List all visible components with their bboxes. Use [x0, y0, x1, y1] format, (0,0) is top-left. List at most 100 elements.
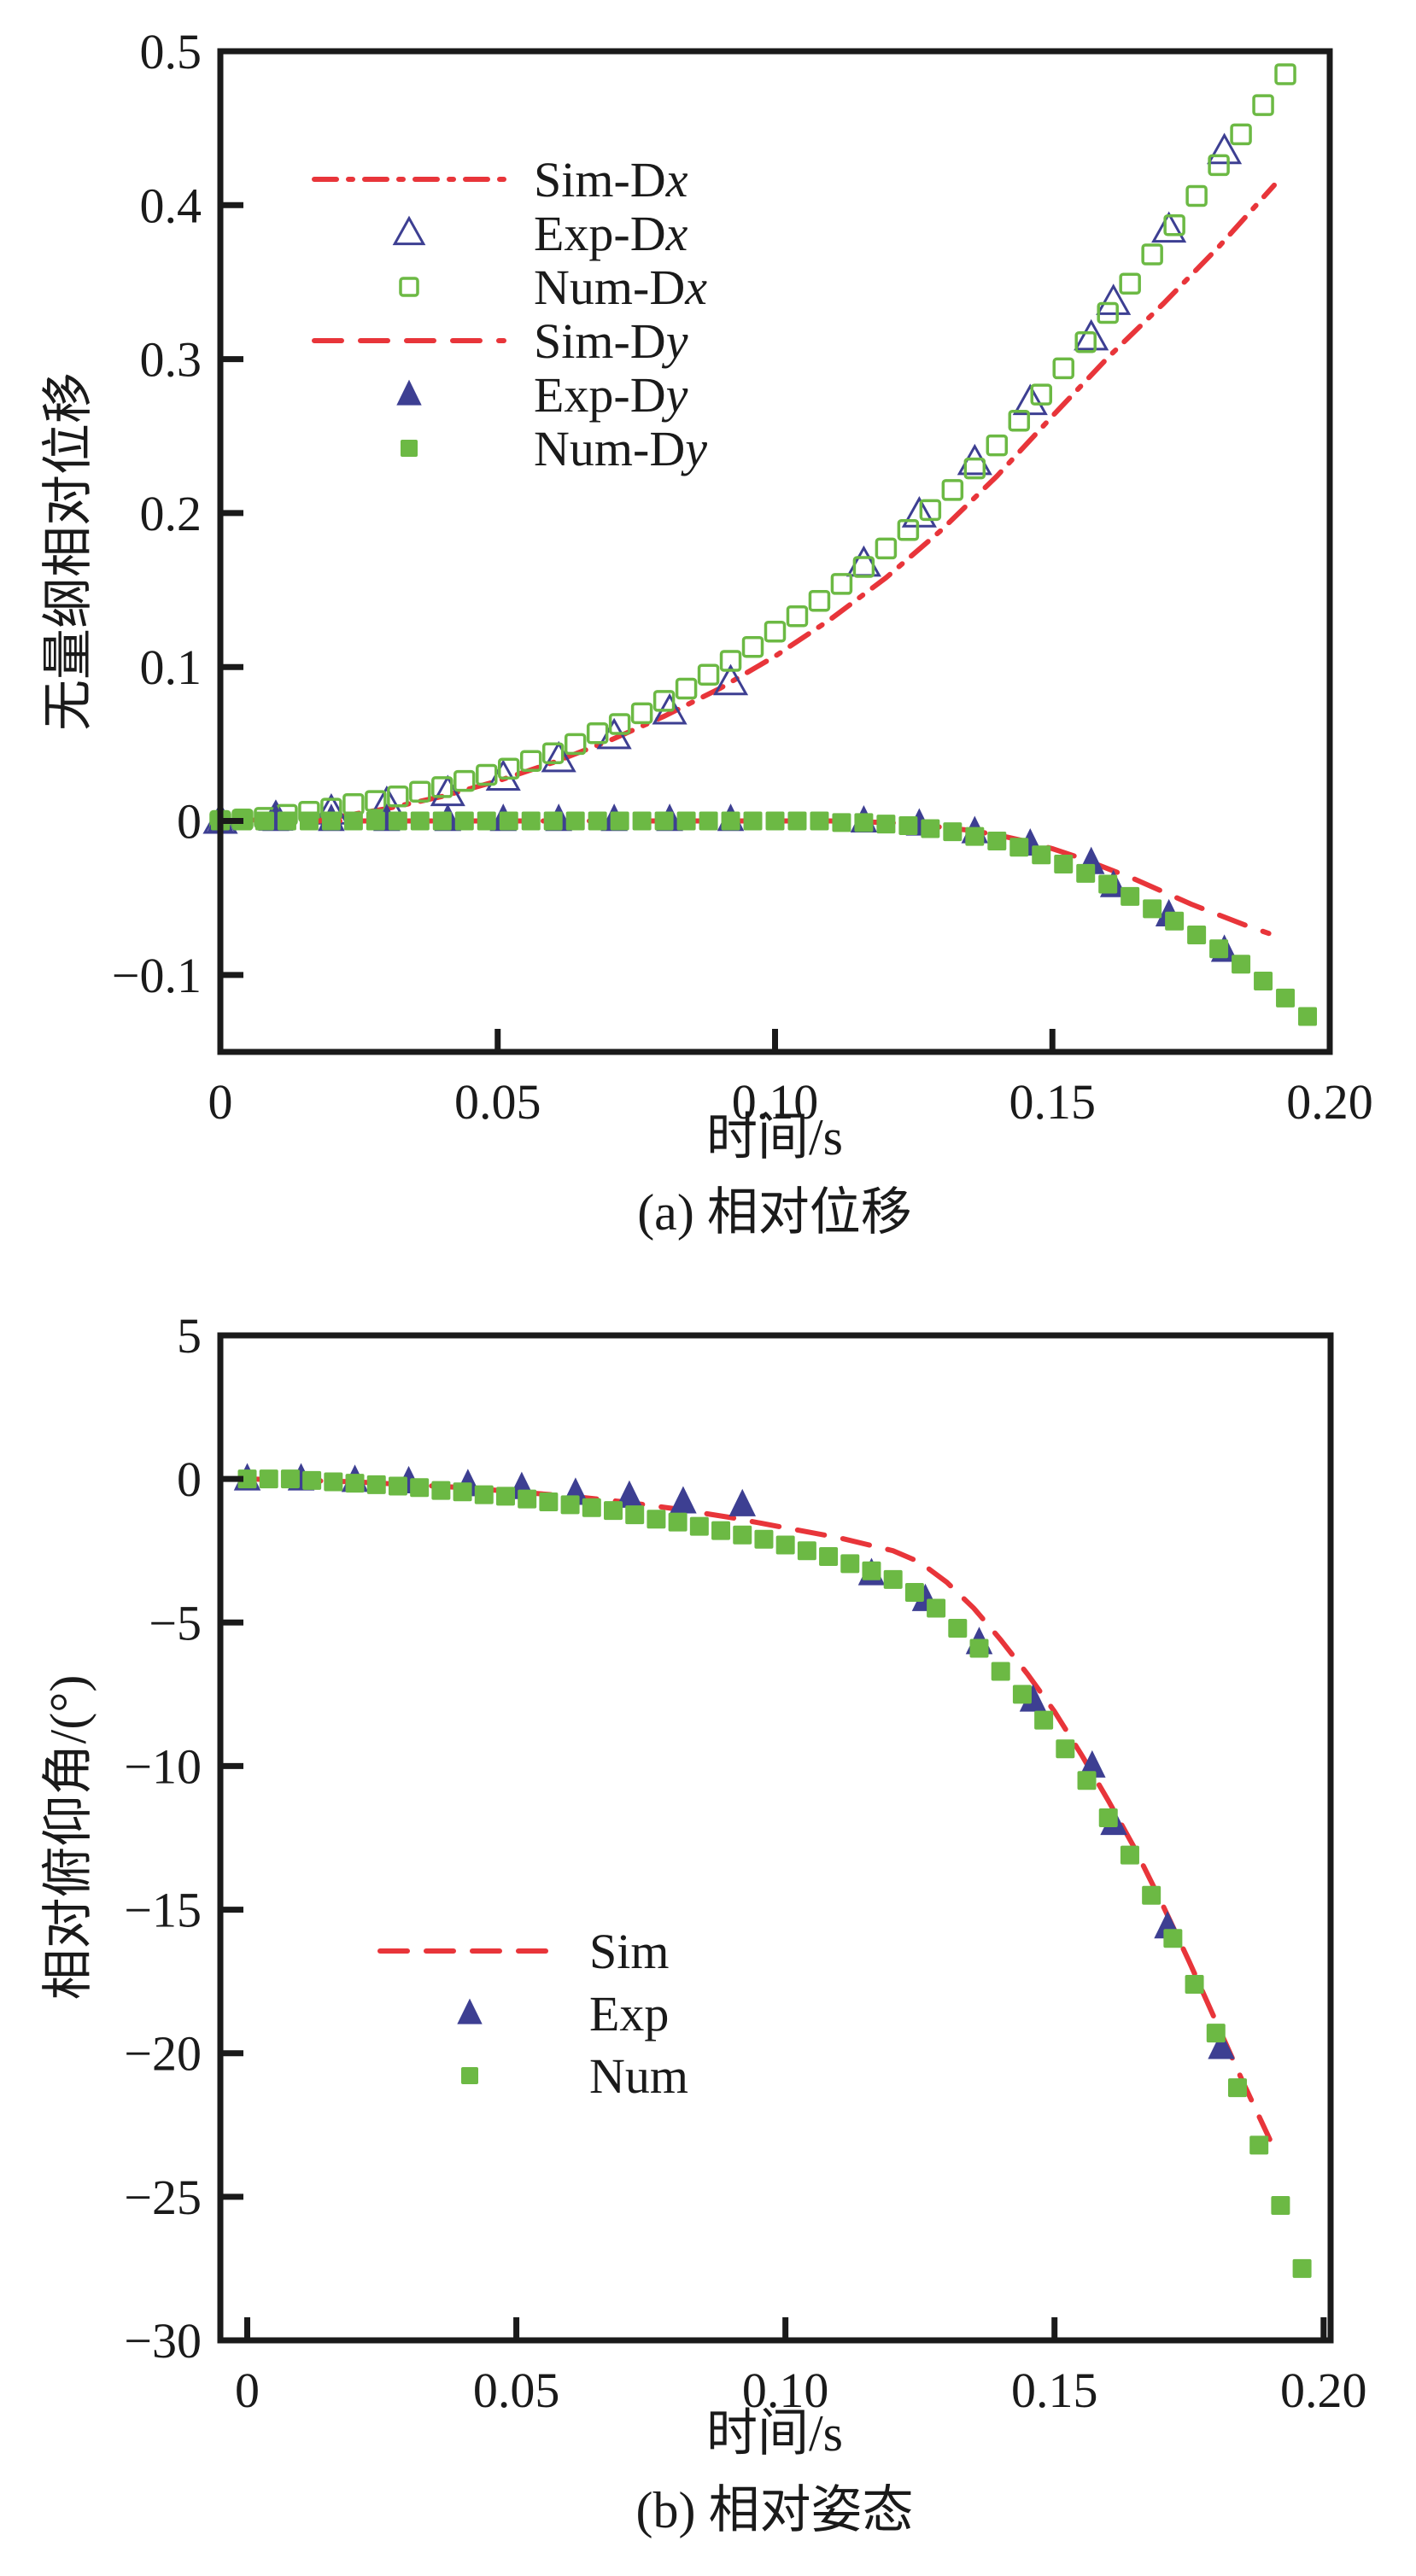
chart-a-ytick-label: 0.5	[140, 24, 202, 79]
legend-label-num-dx: Num-Dx	[534, 260, 707, 315]
series-num-dy	[211, 811, 1318, 1026]
data-point-num-dy	[632, 811, 652, 831]
data-point-num-dy	[1121, 886, 1140, 906]
chart-a-xtick-label: 0	[208, 1074, 233, 1130]
legend-swatch-num-dy	[401, 440, 418, 457]
data-point-num-dy	[366, 811, 385, 831]
chart-a-caption: (a) 相对位移	[637, 1184, 912, 1241]
legend-label-exp-dx: Exp-Dx	[534, 206, 688, 261]
data-point-num	[1012, 1685, 1032, 1704]
data-point-num-dx	[697, 663, 720, 686]
data-point-num-dx	[586, 722, 609, 745]
data-point-num	[259, 1469, 278, 1489]
data-point-num	[1077, 1771, 1097, 1790]
legend-item-exp: Exp	[457, 1986, 669, 2042]
data-point-num-dx	[1074, 331, 1097, 353]
data-point-num	[1034, 1710, 1054, 1730]
data-point-num	[1056, 1739, 1075, 1759]
legend-item-sim: Sim	[377, 1924, 670, 1979]
data-point-num	[1227, 2078, 1247, 2098]
data-point-num	[1120, 1845, 1139, 1865]
data-point-num-dx	[1141, 243, 1163, 266]
data-point-num	[840, 1554, 860, 1574]
data-point-num-dy	[1054, 855, 1074, 874]
data-point-exp	[728, 1488, 756, 1516]
legend-label-exp-dy: Exp-Dy	[534, 367, 688, 423]
legend-item-exp-dx: Exp-Dx	[392, 206, 688, 261]
data-point-num-dx	[564, 733, 587, 756]
data-point-num	[495, 1487, 515, 1506]
data-point-num	[1142, 1885, 1161, 1905]
data-point-num-dx	[963, 457, 986, 480]
data-point-num-dx	[741, 636, 764, 658]
data-point-num	[711, 1521, 731, 1540]
data-point-num	[410, 1478, 430, 1498]
data-point-exp	[1019, 1684, 1047, 1712]
chart-a-xtick-label: 0.10	[732, 1074, 819, 1130]
legend-label-num: Num	[589, 2048, 688, 2104]
data-point-exp	[616, 1480, 643, 1508]
data-point-num-dx	[1230, 123, 1252, 146]
data-point-num-dy	[410, 811, 430, 831]
data-point-num	[733, 1525, 752, 1545]
data-point-num	[819, 1546, 839, 1566]
data-point-num	[689, 1516, 709, 1536]
data-point-num-dx	[897, 519, 920, 541]
legend-item-sim-dy: Sim-Dy	[312, 313, 688, 369]
data-point-num-dx	[453, 769, 476, 792]
chart-b-ytick-label: −25	[124, 2170, 202, 2225]
data-point-num-dx	[1185, 184, 1208, 207]
data-point-num	[625, 1505, 645, 1525]
legend-item-num-dx: Num-Dx	[399, 260, 707, 315]
chart-b-legend: Sim Exp Num	[377, 1924, 688, 2104]
data-point-num-dy	[388, 811, 407, 831]
data-point-num	[237, 1469, 257, 1489]
data-point-num	[388, 1476, 407, 1496]
data-point-num-dx	[675, 677, 698, 700]
data-point-num	[927, 1598, 946, 1618]
data-point-num-dy	[898, 815, 918, 835]
chart-b-ytick-label: −15	[124, 1883, 202, 1938]
data-point-num-dy	[1254, 972, 1273, 991]
data-point-num-dy	[610, 811, 629, 831]
data-point-exp-dx	[1151, 211, 1187, 243]
chart-b-ylabel: 相对俯仰角/(°)	[40, 1675, 97, 2001]
legend-label-num-dy: Num-Dy	[534, 421, 707, 476]
data-point-num	[797, 1541, 816, 1561]
data-point-exp	[1079, 1749, 1106, 1778]
data-point-num-dx	[1274, 63, 1296, 85]
chart-b-ytick-label: −30	[124, 2313, 202, 2369]
data-point-num-dx	[476, 763, 498, 786]
data-point-num-dy	[1165, 911, 1185, 931]
chart-a-ylabel: 无量纲相对位移	[40, 372, 97, 731]
data-point-num	[754, 1529, 774, 1549]
data-point-num-dy	[477, 811, 496, 831]
chart-a-ytick-label: 0.3	[140, 332, 202, 388]
data-point-num-dy	[277, 811, 296, 831]
data-point-num-dx	[941, 479, 964, 501]
legend-item-num-dy: Num-Dy	[401, 421, 707, 476]
legend-item-sim-dx: Sim-Dx	[312, 152, 688, 207]
data-point-num-dx	[1097, 301, 1119, 324]
data-point-num	[969, 1638, 989, 1658]
data-point-num-dy	[1032, 845, 1051, 865]
data-point-num	[862, 1561, 881, 1580]
data-point-num	[948, 1619, 968, 1638]
data-point-num-dy	[255, 811, 274, 831]
legend-label-sim: Sim	[589, 1924, 670, 1979]
data-point-num	[1185, 1975, 1204, 1995]
data-point-num-dy	[765, 811, 785, 831]
data-point-num-dx	[652, 690, 676, 712]
data-point-num	[1163, 1929, 1183, 1948]
data-point-num	[604, 1501, 623, 1521]
data-point-num	[560, 1495, 580, 1515]
data-point-num-dx	[719, 650, 742, 672]
data-point-num	[1292, 2258, 1312, 2278]
data-point-num	[883, 1569, 903, 1589]
data-point-num	[518, 1489, 537, 1509]
data-point-exp-dx	[901, 496, 937, 528]
data-point-num-dy	[543, 811, 563, 831]
chart-a-xtick-label: 0.05	[454, 1074, 541, 1130]
